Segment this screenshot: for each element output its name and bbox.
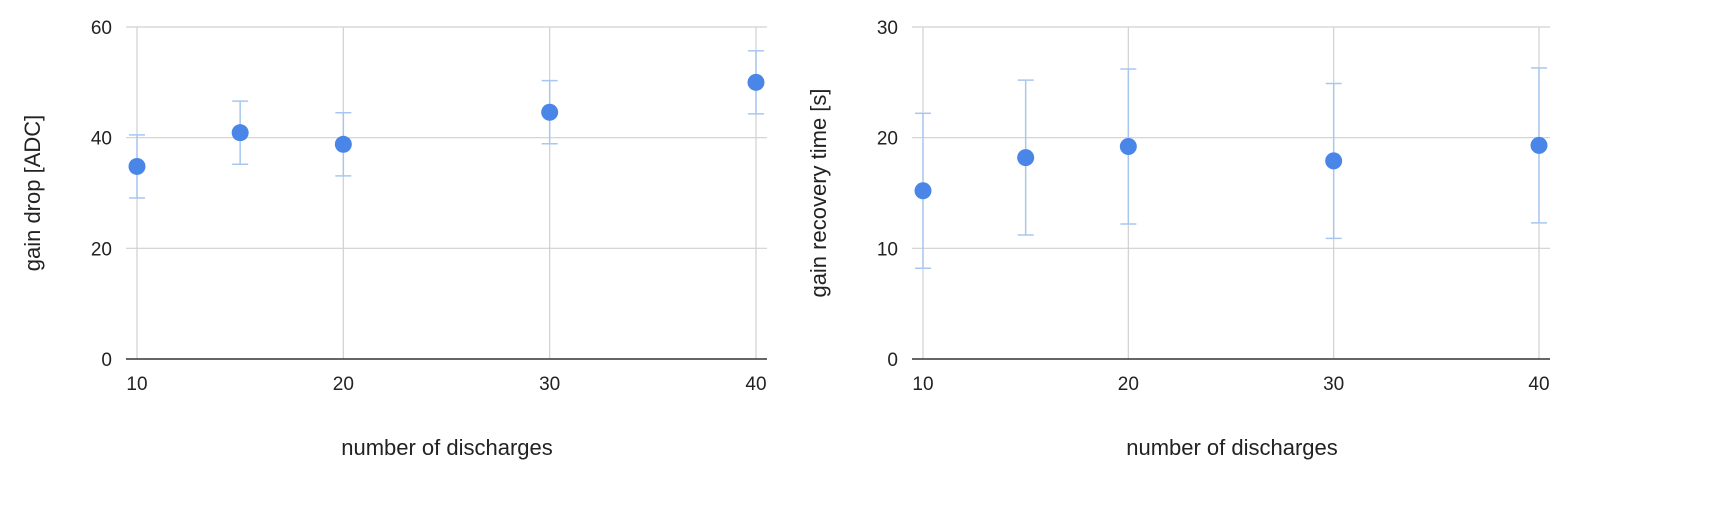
- gain-drop-chart: 0 20 40 60 10 20 30 40 number of discharges gai…: [20, 18, 767, 460]
- x-tick-label: 10: [126, 374, 147, 395]
- x-tick-label: 20: [1118, 374, 1139, 395]
- y-tick-label: 40: [91, 129, 112, 150]
- data-point: [231, 124, 249, 142]
- y-tick-label: 30: [877, 18, 898, 39]
- y-axis-label: gain recovery time [s]: [806, 88, 831, 297]
- y-tick-label: 0: [887, 350, 898, 371]
- data-point: [128, 157, 146, 175]
- y-tick-label: 10: [877, 239, 898, 260]
- y-tick-label: 60: [91, 18, 112, 39]
- y-tick-label: 20: [91, 239, 112, 260]
- x-tick-label: 30: [539, 374, 560, 395]
- x-tick-label: 40: [745, 374, 766, 395]
- x-tick-label: 10: [912, 374, 933, 395]
- y-tick-label: 0: [101, 350, 112, 371]
- data-point: [1119, 138, 1137, 156]
- y-axis-label: gain drop [ADC]: [20, 115, 45, 272]
- x-axis-label: number of discharges: [341, 435, 553, 460]
- x-tick-label: 40: [1528, 374, 1549, 395]
- x-axis-label: number of discharges: [1126, 435, 1338, 460]
- data-point: [1017, 149, 1035, 167]
- gain-recovery-time-chart: 0 10 20 30 10 20 30 40 number of discharges gai…: [806, 18, 1550, 460]
- data-point: [541, 103, 559, 121]
- data-point: [334, 135, 352, 153]
- data-point: [747, 73, 765, 91]
- data-point: [1325, 152, 1343, 170]
- x-tick-label: 30: [1323, 374, 1344, 395]
- data-point: [914, 182, 932, 200]
- data-point: [1530, 136, 1548, 154]
- x-tick-label: 20: [333, 374, 354, 395]
- y-tick-label: 20: [877, 129, 898, 150]
